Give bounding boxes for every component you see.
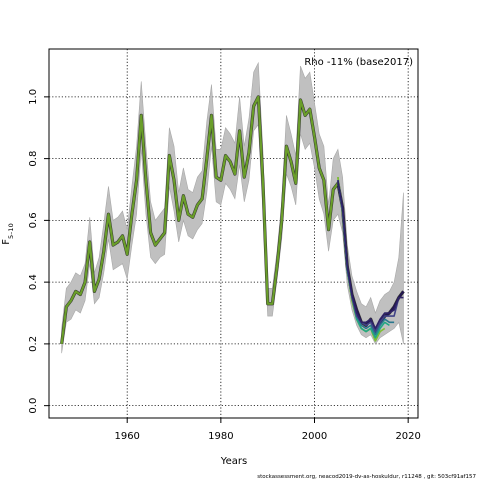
y-axis-title-subscript: 5–10	[7, 223, 15, 239]
svg-text:F5–10: F5–10	[1, 223, 15, 244]
confidence-band-layer	[61, 61, 404, 354]
grid-lines	[49, 49, 418, 418]
plot-frame	[48, 48, 419, 419]
x-axis-title: Years	[220, 456, 247, 467]
x-tick-label-1960: 1960	[114, 431, 139, 442]
series-line-retro-6	[337, 180, 404, 330]
x-tick-label-1980: 1980	[208, 431, 233, 442]
series-lines-layer	[60, 95, 405, 345]
confidence-band	[61, 61, 404, 354]
y-tick-label-1: 0.2	[28, 336, 39, 352]
axis-ticks-layer: 1960 1980 2000 2020 0.0 0.2 0.4 0.6 0.8 1.0	[28, 89, 421, 442]
series-line-retro-history	[60, 95, 339, 345]
y-tick-label-2: 0.4	[28, 274, 39, 290]
y-tick-label-0: 0.0	[28, 398, 39, 414]
rho-annotation: Rho -11% (base2017)	[304, 57, 413, 68]
y-axis-title: F5–10	[1, 223, 15, 244]
y-tick-label-4: 0.8	[28, 151, 39, 167]
y-axis-title-main: F	[1, 239, 12, 245]
y-tick-label-3: 0.6	[28, 212, 39, 228]
y-tick-label-5: 1.0	[28, 89, 39, 105]
footer-credit: stockassessment.org, neacod2019-dv-as-ho…	[257, 474, 476, 480]
x-tick-label-2000: 2000	[302, 431, 327, 442]
x-tick-label-2020: 2020	[395, 431, 420, 442]
